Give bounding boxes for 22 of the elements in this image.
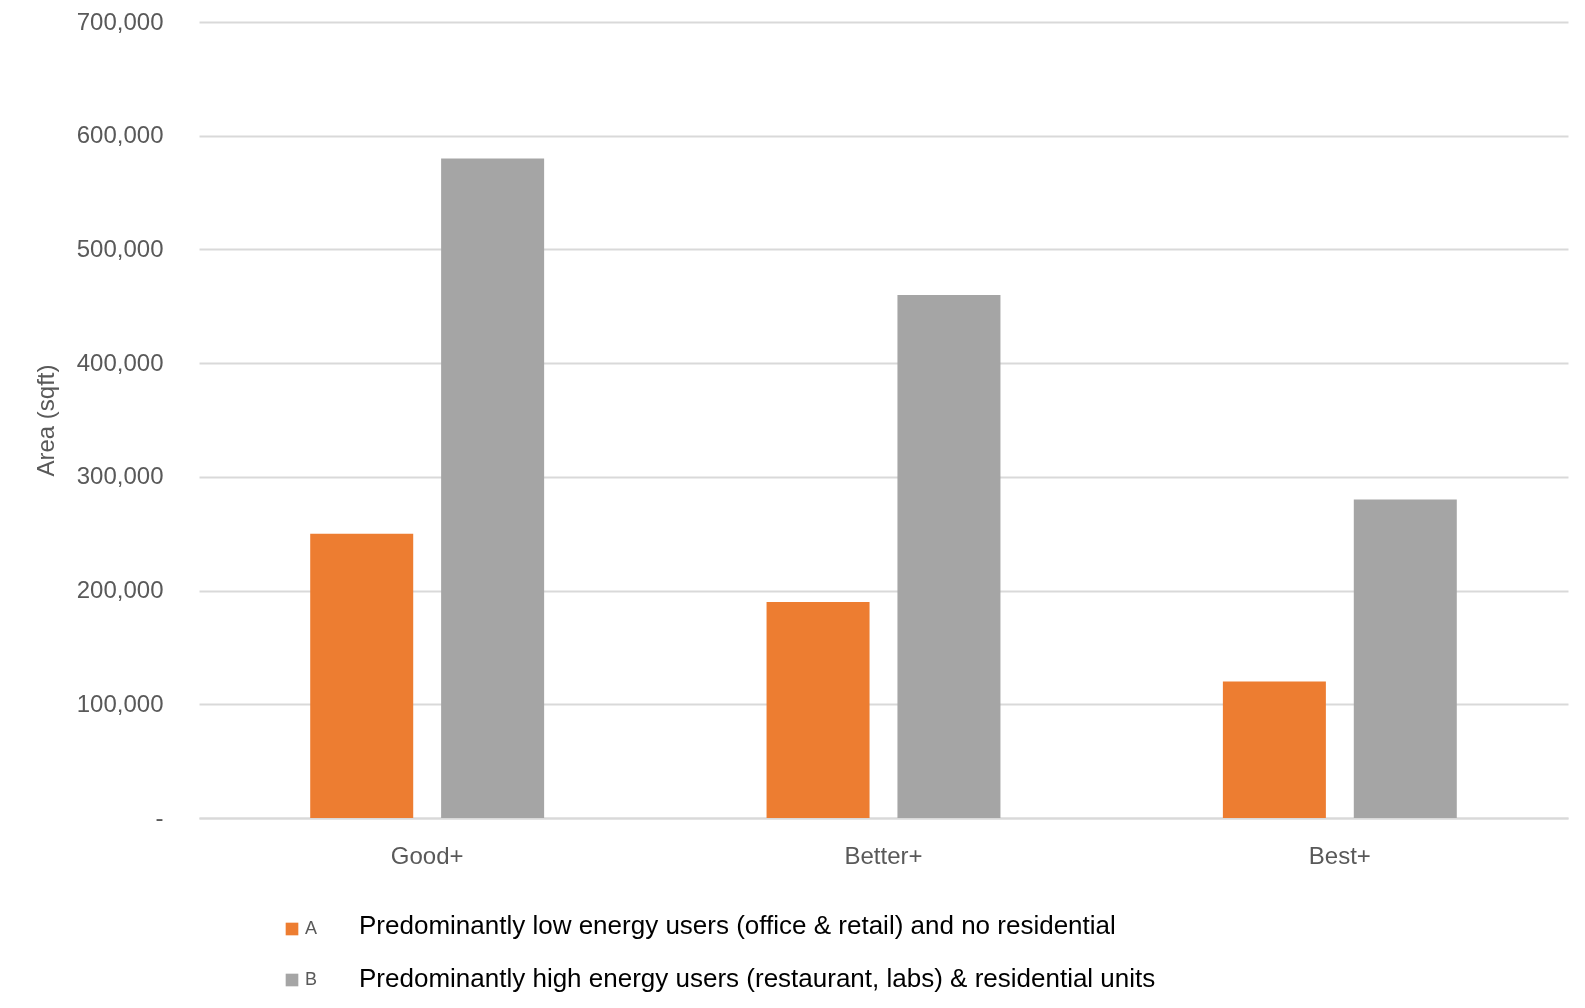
y-tick-label: - [155, 803, 164, 831]
bar [310, 533, 414, 818]
y-tick-label: 400,000 [76, 348, 164, 376]
x-tick-label: Good+ [390, 841, 464, 869]
y-tick-label: 600,000 [76, 121, 164, 149]
text: Predominantly high energy users (restaurant, labs) & residential units [359, 963, 1156, 994]
x-tick-label: Better+ [844, 841, 923, 869]
text: Predominantly low energy users (office & retail) and no residential [359, 910, 1116, 941]
y-tick-label: 100,000 [76, 689, 164, 717]
y-tick-label: 200,000 [76, 576, 164, 604]
bar [1222, 681, 1326, 818]
bar [441, 158, 545, 818]
y-tick-label: 700,000 [76, 7, 164, 35]
bar [897, 294, 1001, 818]
y-tick-label: 500,000 [76, 234, 164, 262]
x-tick-label: Best+ [1308, 841, 1371, 869]
y-tick-label: 300,000 [76, 462, 164, 490]
bar [766, 601, 870, 818]
legend-label: B [305, 969, 318, 989]
legend-label: A [305, 918, 318, 938]
y-axis-title: Area (sqft) [31, 364, 59, 477]
bar [1353, 499, 1457, 818]
